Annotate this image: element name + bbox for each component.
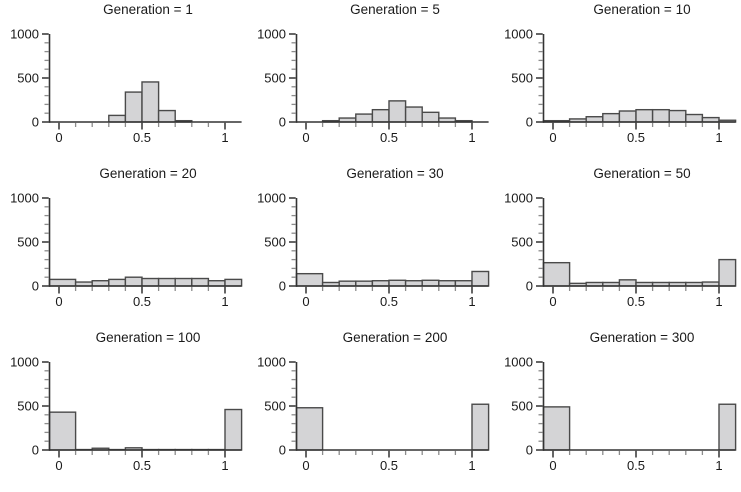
svg-text:0: 0	[55, 130, 62, 145]
histogram-panel-gen-5: Generation = 5 0 0.5 1 0 500 1000	[247, 0, 494, 164]
panel-title: Generation = 1	[103, 2, 193, 17]
svg-text:500: 500	[264, 235, 286, 250]
histogram-panel-gen-200: Generation = 200 0 0.5 1 0 500 1000	[247, 328, 494, 492]
svg-text:500: 500	[511, 71, 533, 86]
panel-title: Generation = 200	[342, 330, 448, 345]
histogram-plot-gen-300: 0 0.5 1 0 500 1000	[504, 355, 737, 473]
svg-text:0: 0	[279, 115, 286, 130]
panel-title: Generation = 10	[593, 2, 691, 17]
svg-text:1000: 1000	[504, 355, 533, 370]
svg-text:0.5: 0.5	[380, 294, 398, 309]
svg-text:0.5: 0.5	[380, 130, 398, 145]
histogram-plot-gen-200: 0 0.5 1 0 500 1000	[257, 355, 490, 473]
svg-text:500: 500	[264, 399, 286, 414]
svg-text:0: 0	[549, 458, 556, 473]
svg-text:0: 0	[32, 443, 39, 458]
svg-text:0.5: 0.5	[133, 130, 151, 145]
svg-text:500: 500	[17, 399, 39, 414]
svg-text:1000: 1000	[257, 27, 286, 42]
svg-text:0: 0	[302, 458, 309, 473]
histogram-panel-gen-30: Generation = 30 0 0.5 1 0 500 1000	[247, 164, 494, 328]
histogram-plot-gen-30: 0 0.5 1 0 500 1000	[257, 191, 490, 309]
svg-text:0.5: 0.5	[627, 458, 645, 473]
svg-text:0.5: 0.5	[133, 458, 151, 473]
svg-text:1000: 1000	[257, 355, 286, 370]
svg-text:1: 1	[468, 130, 475, 145]
svg-text:1: 1	[221, 458, 228, 473]
svg-text:500: 500	[17, 235, 39, 250]
svg-text:0: 0	[302, 294, 309, 309]
svg-text:1000: 1000	[504, 191, 533, 206]
panel-title: Generation = 5	[350, 2, 440, 17]
histogram-plot-gen-10: 0 0.5 1 0 500 1000	[504, 27, 737, 145]
histogram-panel-gen-300: Generation = 300 0 0.5 1 0 500 1000	[494, 328, 741, 492]
histogram-panel-gen-50: Generation = 50 0 0.5 1 0 500 1000	[494, 164, 741, 328]
svg-text:1000: 1000	[10, 355, 39, 370]
panel-title: Generation = 100	[95, 330, 201, 345]
histogram-panel-gen-10: Generation = 10 0 0.5 1 0 500 1000	[494, 0, 741, 164]
histogram-panel-gen-1: Generation = 1 0 0.5 1 0 500 1000	[0, 0, 247, 164]
svg-text:500: 500	[511, 235, 533, 250]
histogram-plot-gen-5: 0 0.5 1 0 500 1000	[257, 27, 489, 145]
svg-text:0.5: 0.5	[380, 458, 398, 473]
svg-text:0: 0	[55, 458, 62, 473]
svg-text:0: 0	[526, 115, 533, 130]
svg-text:500: 500	[17, 71, 39, 86]
panel-title: Generation = 30	[346, 166, 444, 181]
histogram-plot-gen-100: 0 0.5 1 0 500 1000	[10, 355, 243, 473]
histogram-plot-gen-20: 0 0.5 1 0 500 1000	[10, 191, 243, 309]
svg-text:1: 1	[468, 458, 475, 473]
svg-text:1: 1	[468, 294, 475, 309]
histogram-plot-gen-1: 0 0.5 1 0 500 1000	[10, 27, 242, 145]
panel-title: Generation = 300	[589, 330, 695, 345]
svg-text:0.5: 0.5	[627, 294, 645, 309]
svg-text:500: 500	[264, 71, 286, 86]
svg-text:0.5: 0.5	[133, 294, 151, 309]
svg-text:0: 0	[549, 294, 556, 309]
svg-text:0: 0	[55, 294, 62, 309]
svg-text:1: 1	[221, 294, 228, 309]
svg-text:0: 0	[279, 443, 286, 458]
svg-text:1000: 1000	[504, 27, 533, 42]
panel-title: Generation = 50	[593, 166, 691, 181]
svg-text:0: 0	[32, 279, 39, 294]
svg-text:1: 1	[715, 130, 722, 145]
svg-text:0: 0	[279, 279, 286, 294]
svg-text:0: 0	[549, 130, 556, 145]
panel-title: Generation = 20	[99, 166, 197, 181]
svg-text:1000: 1000	[10, 191, 39, 206]
histogram-plot-gen-50: 0 0.5 1 0 500 1000	[504, 191, 737, 309]
svg-text:1: 1	[715, 294, 722, 309]
svg-text:1000: 1000	[257, 191, 286, 206]
svg-text:0: 0	[526, 279, 533, 294]
svg-text:0: 0	[302, 130, 309, 145]
svg-text:500: 500	[511, 399, 533, 414]
svg-text:0.5: 0.5	[627, 130, 645, 145]
svg-text:0: 0	[32, 115, 39, 130]
svg-text:1: 1	[715, 458, 722, 473]
histogram-panel-gen-20: Generation = 20 0 0.5 1 0 500 1000	[0, 164, 247, 328]
svg-text:0: 0	[526, 443, 533, 458]
svg-text:1000: 1000	[10, 27, 39, 42]
svg-text:1: 1	[221, 130, 228, 145]
histogram-panel-gen-100: Generation = 100 0 0.5 1 0 500 1000	[0, 328, 247, 492]
